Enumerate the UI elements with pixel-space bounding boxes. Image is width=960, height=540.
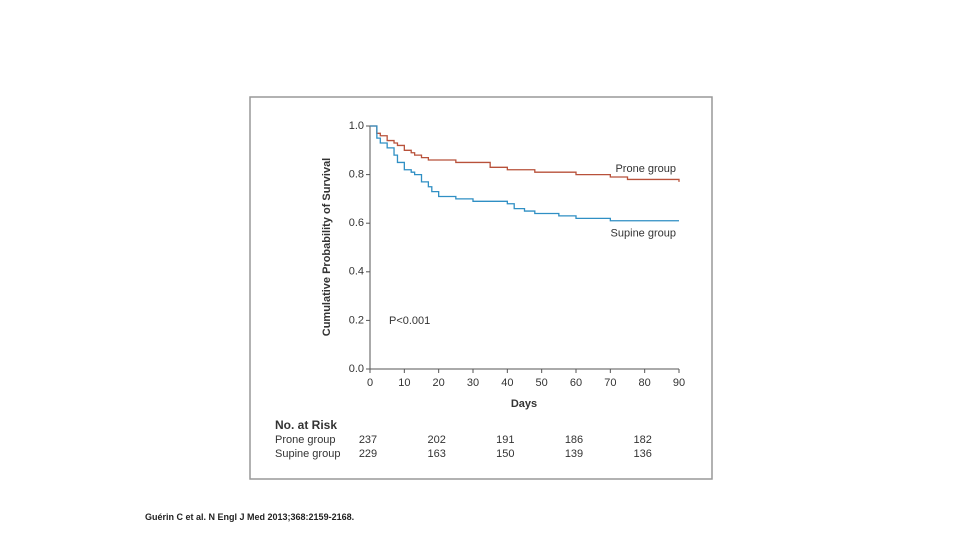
y-tick-label: 1.0 xyxy=(349,120,364,132)
x-tick-label: 90 xyxy=(673,377,685,389)
x-tick-label: 80 xyxy=(639,377,651,389)
y-tick-label: 0.8 xyxy=(349,169,364,181)
x-tick-label: 50 xyxy=(536,377,548,389)
risk-value: 163 xyxy=(427,448,445,460)
risk-value: 202 xyxy=(427,434,445,446)
x-tick-label: 70 xyxy=(604,377,616,389)
frame xyxy=(249,96,713,480)
x-tick-label: 0 xyxy=(367,377,373,389)
x-tick-label: 10 xyxy=(398,377,410,389)
risk-row-label: Supine group xyxy=(275,448,340,460)
risk-value: 186 xyxy=(565,434,583,446)
risk-title: No. at Risk xyxy=(275,418,337,432)
x-tick-label: 40 xyxy=(501,377,513,389)
x-tick-label: 30 xyxy=(467,377,479,389)
risk-value: 150 xyxy=(496,448,514,460)
citation: Guérin C et al. N Engl J Med 2013;368:21… xyxy=(145,512,355,522)
y-tick-label: 0.4 xyxy=(349,266,364,278)
risk-value: 191 xyxy=(496,434,514,446)
risk-row-label: Prone group xyxy=(275,434,336,446)
series-label: Prone group xyxy=(615,163,676,175)
survival-curve xyxy=(370,125,680,182)
risk-value: 229 xyxy=(359,448,377,460)
risk-value: 136 xyxy=(633,448,651,460)
y-tick-label: 0.6 xyxy=(349,217,364,229)
risk-value: 139 xyxy=(565,448,583,460)
survival-curve xyxy=(370,125,679,222)
x-tick-label: 60 xyxy=(570,377,582,389)
risk-value: 237 xyxy=(359,434,377,446)
risk-value: 182 xyxy=(633,434,651,446)
y-tick-label: 0.0 xyxy=(349,363,364,375)
x-axis-label: Days xyxy=(511,398,537,410)
x-tick-label: 20 xyxy=(433,377,445,389)
y-axis-label: Cumulative Probability of Survival xyxy=(321,158,333,337)
series-label: Supine group xyxy=(611,228,676,240)
annotation: P<0.001 xyxy=(389,315,430,327)
y-tick-label: 0.2 xyxy=(349,314,364,326)
